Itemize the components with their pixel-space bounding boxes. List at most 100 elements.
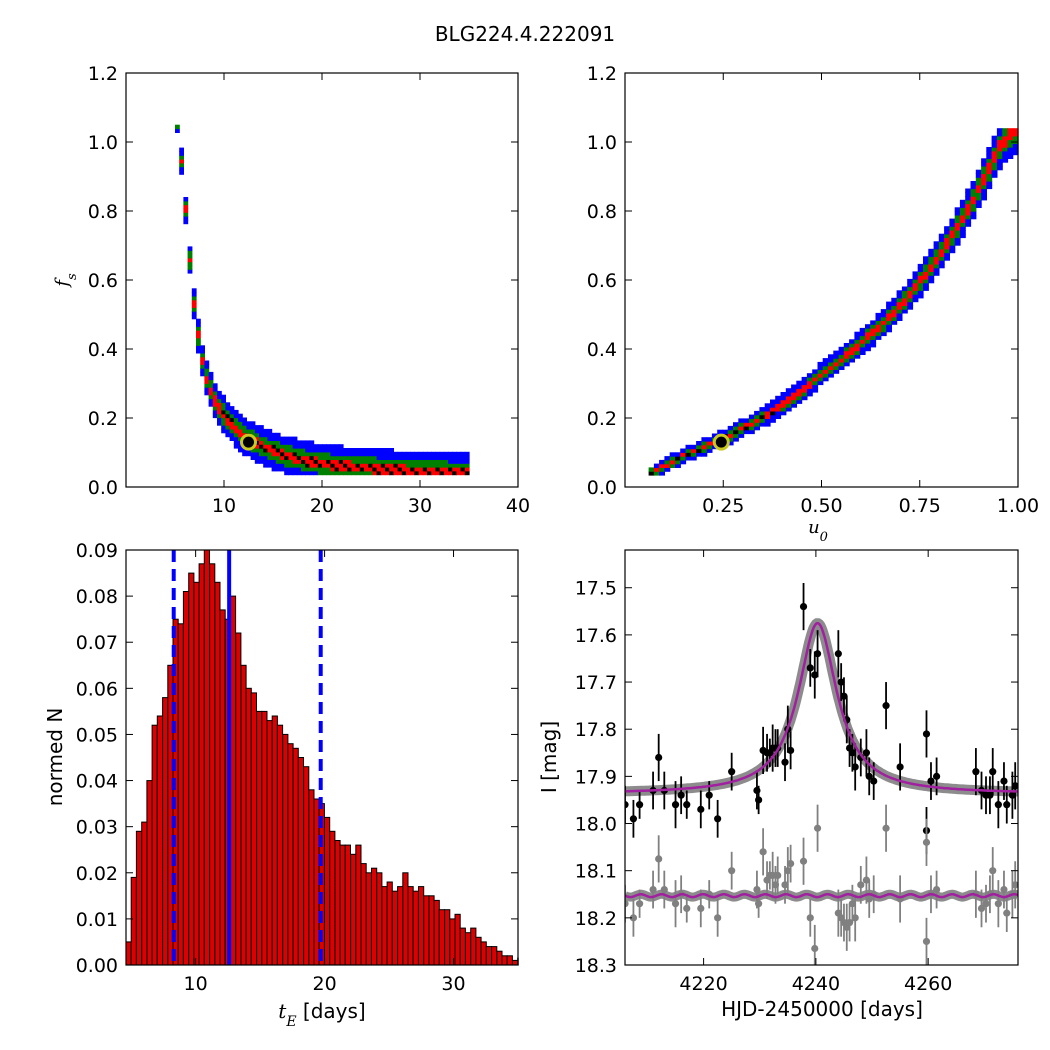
heatmap-cell <box>996 135 1003 141</box>
y-tick-label: 0.04 <box>76 771 118 793</box>
heatmap-cell <box>959 207 966 212</box>
heatmap-cell <box>996 154 1003 159</box>
heatmap-cell <box>754 414 760 419</box>
heatmap-cell <box>917 263 924 269</box>
heatmap-cell <box>949 230 956 235</box>
heatmap-cell <box>275 436 281 441</box>
heatmap-cell <box>448 455 453 460</box>
heatmap-cell <box>322 459 327 464</box>
heatmap-cell <box>933 263 940 269</box>
heatmap-cell <box>949 233 956 239</box>
heatmap-cell <box>653 471 660 476</box>
heatmap-cell <box>422 467 428 472</box>
heatmap-cell <box>368 470 373 476</box>
heatmap-cell <box>439 459 445 464</box>
heatmap-cell <box>680 459 687 465</box>
heatmap-cell <box>880 327 887 333</box>
heatmap-cell <box>334 451 340 457</box>
heatmap-cell <box>833 350 840 355</box>
heatmap-cell <box>288 470 294 476</box>
data-point <box>848 749 856 757</box>
heatmap-cell <box>191 303 197 308</box>
data-point <box>1011 782 1018 790</box>
heatmap-cell <box>696 444 702 450</box>
heatmap-cell <box>271 451 277 457</box>
heatmap-cell <box>754 410 760 416</box>
heatmap-cell <box>254 436 260 441</box>
heatmap-cell <box>859 346 866 352</box>
heatmap-cell <box>288 448 294 453</box>
heatmap-cell <box>418 455 424 460</box>
heatmap-cell <box>901 309 908 314</box>
heatmap-cell <box>254 432 260 438</box>
data-point <box>755 900 763 908</box>
heatmap-cell <box>204 371 210 377</box>
heatmap-cell <box>187 269 193 274</box>
heatmap-cell <box>933 267 940 272</box>
heatmap-cell <box>292 444 298 449</box>
heatmap-cell <box>456 470 462 476</box>
heatmap-cell <box>259 425 264 430</box>
heatmap-cell <box>330 467 336 472</box>
heatmap-cell <box>334 455 340 460</box>
x-tick-label: 10 <box>184 973 208 995</box>
heatmap-cell <box>212 387 218 392</box>
heatmap-cell <box>246 428 252 434</box>
heatmap-cell <box>806 388 813 393</box>
heatmap-cell <box>208 375 214 381</box>
heatmap-cell <box>1007 147 1014 152</box>
heatmap-cell <box>880 312 887 318</box>
heatmap-cell <box>886 316 892 321</box>
heatmap-cell <box>393 463 399 468</box>
data-point <box>977 904 986 913</box>
x-tick-label: 30 <box>408 495 432 517</box>
heatmap-cell <box>812 380 819 386</box>
heatmap-cell <box>456 451 462 457</box>
heatmap-cell <box>764 414 771 419</box>
y-tick-label: 18.1 <box>575 861 617 883</box>
heatmap-cell <box>204 390 210 396</box>
heatmap-cell <box>376 467 382 472</box>
data-point <box>728 768 736 776</box>
heatmap-cell <box>685 448 692 453</box>
heatmap-cell <box>275 444 281 449</box>
heatmap-cell <box>928 275 935 280</box>
best-fit-marker <box>240 433 257 451</box>
heatmap-cell <box>204 383 210 388</box>
heatmap-cell <box>1002 154 1009 159</box>
heatmap-cell <box>187 257 193 263</box>
heatmap-cell <box>179 155 184 160</box>
heatmap-cell <box>965 188 972 193</box>
heatmap-cell <box>870 343 877 348</box>
heatmap-cell <box>706 441 713 446</box>
histogram-bar <box>182 591 190 966</box>
y-tick-label: 17.5 <box>575 578 617 600</box>
heatmap-cell <box>389 455 394 460</box>
heatmap-cell <box>991 158 998 163</box>
heatmap-cell <box>986 162 993 167</box>
heatmap-cell <box>330 470 336 476</box>
histogram-bar <box>209 563 216 966</box>
heatmap-cell <box>305 463 310 468</box>
data-point <box>774 871 782 879</box>
heatmap-cell <box>254 459 260 464</box>
heatmap-cell <box>822 376 829 382</box>
heatmap-cell <box>843 350 850 355</box>
heatmap-cell <box>296 451 302 457</box>
heatmap-cell <box>954 214 961 220</box>
heatmap-cell <box>738 422 745 427</box>
histogram-bar <box>418 886 425 966</box>
data-point <box>986 791 994 799</box>
heatmap-cell <box>865 339 871 344</box>
heatmap-cell <box>191 292 197 297</box>
heatmap-cell <box>456 455 462 460</box>
heatmap-cell <box>748 429 755 435</box>
heatmap-cell <box>212 390 218 396</box>
heatmap-cell <box>380 463 386 468</box>
heatmap-cell <box>204 368 210 373</box>
histogram-bar <box>162 697 169 966</box>
heatmap-cell <box>238 448 243 453</box>
heatmap-cell <box>208 371 214 377</box>
heatmap-cell <box>427 467 432 472</box>
heatmap-cell <box>212 402 218 407</box>
